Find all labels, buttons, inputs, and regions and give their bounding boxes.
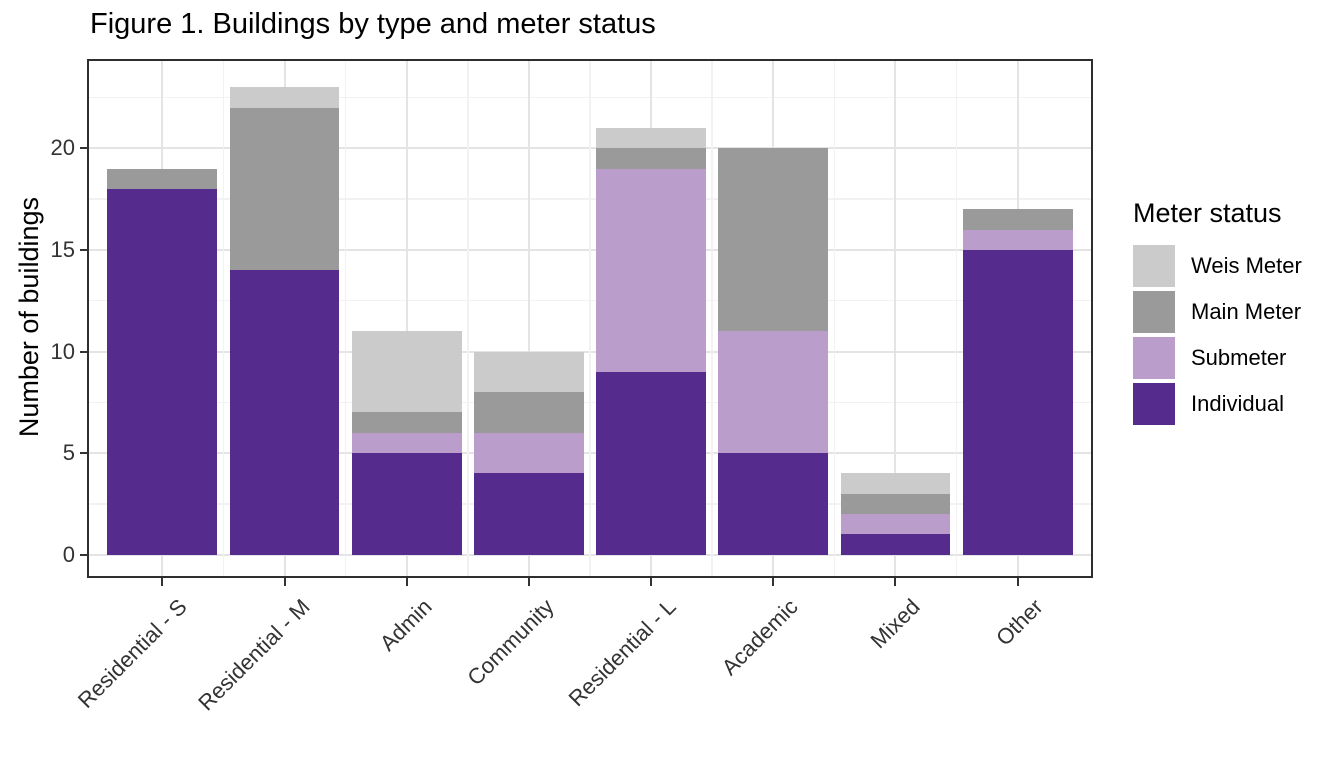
legend-item-weis-meter: Weis Meter	[1133, 245, 1302, 287]
legend-items: Weis Meter Main Meter Submeter Individual	[1133, 245, 1302, 425]
y-tick	[80, 452, 89, 455]
bar-segment-main-meter	[107, 168, 218, 189]
bar-segment-individual	[107, 188, 218, 555]
bar-segment-main-meter	[229, 107, 340, 271]
bar-segment-main-meter	[351, 412, 462, 433]
bar-segment-weis-meter	[473, 351, 584, 393]
bar-segment-weis-meter	[596, 128, 707, 149]
bar-segment-main-meter	[840, 493, 951, 515]
y-tick	[80, 350, 89, 353]
bar-segment-submeter	[473, 432, 584, 474]
gridline-x-minor	[833, 61, 836, 576]
legend-swatch	[1133, 383, 1175, 425]
x-tick	[405, 578, 408, 586]
bar-segment-individual	[718, 453, 829, 555]
y-tick	[80, 147, 89, 150]
bar-segment-submeter	[351, 432, 462, 454]
bar-segment-individual	[473, 473, 584, 555]
gridline-x-minor	[955, 61, 958, 576]
legend-item-label: Main Meter	[1191, 299, 1302, 324]
x-tick	[161, 578, 164, 586]
legend-title: Meter status	[1133, 198, 1282, 228]
gridline-x-minor	[467, 61, 469, 576]
legend-swatch	[1133, 337, 1175, 379]
legend-item-individual: Individual	[1133, 383, 1302, 425]
x-tick	[894, 578, 897, 586]
legend-item-label: Weis Meter	[1191, 253, 1302, 278]
x-tick	[772, 578, 775, 586]
x-tick	[650, 578, 653, 586]
x-tick	[283, 578, 286, 586]
y-tick-label: 0	[62, 541, 75, 567]
legend-item-submeter: Submeter	[1133, 337, 1302, 379]
y-tick	[80, 553, 89, 556]
y-tick	[80, 248, 89, 251]
bar-segment-submeter	[962, 229, 1073, 250]
bar-segment-submeter	[840, 514, 951, 535]
legend-swatch	[1133, 245, 1175, 287]
gridline-x-minor	[344, 61, 347, 576]
gridline-x-minor	[222, 61, 225, 576]
bar-segment-individual	[596, 371, 707, 555]
y-axis-title-text: Number of buildings	[14, 197, 44, 438]
bar-segment-individual	[840, 534, 951, 555]
legend-item-label: Submeter	[1191, 345, 1287, 370]
bar-segment-weis-meter	[351, 331, 462, 413]
bar-segment-individual	[229, 270, 340, 555]
legend-item-main-meter: Main Meter	[1133, 291, 1302, 333]
legend-item-label: Individual	[1191, 391, 1284, 416]
bar-segment-weis-meter	[840, 473, 951, 494]
bar-segment-main-meter	[718, 148, 829, 332]
legend: Meter status Weis Meter Main Meter Submete…	[1133, 198, 1302, 429]
bar-segment-main-meter	[962, 209, 1073, 230]
y-tick-label: 20	[50, 135, 75, 161]
bar-segment-main-meter	[596, 148, 707, 169]
y-tick-label: 5	[62, 440, 75, 466]
plot-panel	[87, 59, 1093, 578]
chart-title: Figure 1. Buildings by type and meter st…	[90, 8, 656, 40]
gridline-x-major	[527, 61, 530, 576]
gridline-x-major	[405, 61, 408, 576]
x-tick	[1016, 578, 1019, 586]
y-tick-label: 10	[50, 338, 75, 364]
bar-segment-weis-meter	[229, 87, 340, 108]
gridline-x-minor	[589, 61, 591, 576]
bar-segment-individual	[962, 249, 1073, 555]
x-tick	[527, 578, 530, 586]
bar-segment-submeter	[596, 168, 707, 372]
bar-segment-submeter	[718, 331, 829, 454]
y-tick-label: 15	[50, 236, 75, 262]
bar-segment-individual	[351, 453, 462, 555]
gridline-x-minor	[711, 61, 713, 576]
legend-swatch	[1133, 291, 1175, 333]
bar-segment-main-meter	[473, 392, 584, 433]
gridline-x-major	[894, 61, 897, 576]
